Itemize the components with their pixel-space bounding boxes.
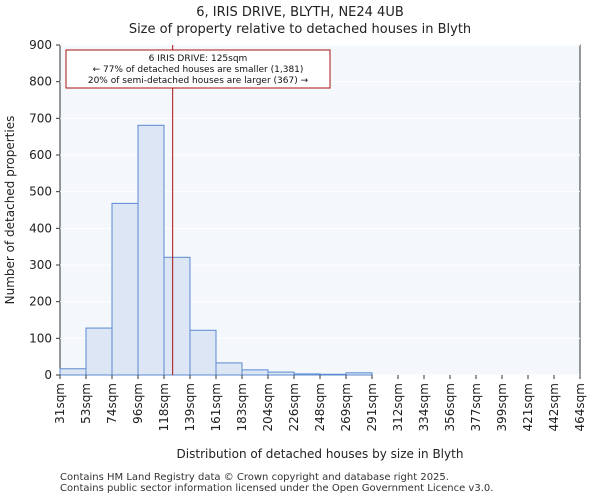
y-tick-label: 400	[29, 221, 52, 235]
y-tick-label: 600	[29, 148, 52, 162]
x-tick-label: 334sqm	[417, 383, 431, 431]
x-tick-label: 118sqm	[157, 383, 171, 431]
x-tick-label: 464sqm	[573, 383, 587, 431]
x-tick-label: 139sqm	[183, 383, 197, 431]
chart-title: 6, IRIS DRIVE, BLYTH, NE24 4UB	[196, 5, 404, 20]
x-tick-label: 53sqm	[79, 383, 93, 424]
y-axis-label: Number of detached properties	[3, 116, 17, 305]
x-tick-label: 96sqm	[131, 383, 145, 424]
annotation-line-2: ← 77% of detached houses are smaller (1,…	[93, 65, 304, 75]
x-tick-label: 421sqm	[521, 383, 535, 431]
x-tick-label: 226sqm	[287, 383, 301, 431]
histogram-bar	[163, 256, 191, 376]
x-tick-label: 161sqm	[209, 383, 223, 431]
y-tick-label: 0	[44, 368, 52, 382]
x-tick-label: 183sqm	[235, 383, 249, 431]
histogram-bar	[137, 124, 165, 376]
histogram-bar	[189, 329, 217, 376]
histogram-bar	[215, 362, 243, 376]
y-tick-label: 900	[29, 38, 52, 52]
y-tick-label: 200	[29, 295, 52, 309]
histogram-bar	[85, 327, 113, 376]
footer-line-1: Contains HM Land Registry data © Crown c…	[60, 472, 449, 483]
histogram-bar	[319, 373, 347, 376]
chart-subtitle: Size of property relative to detached ho…	[128, 22, 472, 37]
histogram-bar	[293, 373, 321, 376]
x-tick-label: 377sqm	[469, 383, 483, 431]
x-tick-label: 399sqm	[495, 383, 509, 431]
annotation-line-3: 20% of semi-detached houses are larger (…	[88, 76, 309, 86]
y-tick-label: 100	[29, 331, 52, 345]
x-tick-label: 442sqm	[547, 383, 561, 431]
x-tick-label: 356sqm	[443, 383, 457, 431]
histogram-bar	[267, 371, 295, 376]
annotation-line-1: 6 IRIS DRIVE: 125sqm	[149, 54, 248, 64]
y-tick-label: 800	[29, 75, 52, 89]
x-tick-label: 291sqm	[365, 383, 379, 431]
x-tick-label: 204sqm	[261, 383, 275, 431]
x-tick-label: 312sqm	[391, 383, 405, 431]
y-tick-label: 300	[29, 258, 52, 272]
x-axis-label: Distribution of detached houses by size …	[177, 447, 464, 461]
x-tick-label: 31sqm	[53, 383, 67, 424]
y-tick-label: 700	[29, 111, 52, 125]
x-tick-label: 269sqm	[339, 383, 353, 431]
annotation-box	[65, 49, 331, 89]
histogram-bar	[59, 368, 87, 376]
y-tick-label: 500	[29, 185, 52, 199]
histogram-bar	[111, 202, 139, 376]
histogram-bar	[241, 369, 269, 376]
footer-line-2: Contains public sector information licen…	[60, 483, 494, 494]
x-tick-label: 74sqm	[105, 383, 119, 424]
x-tick-label: 248sqm	[313, 383, 327, 431]
histogram-bar	[345, 372, 373, 376]
